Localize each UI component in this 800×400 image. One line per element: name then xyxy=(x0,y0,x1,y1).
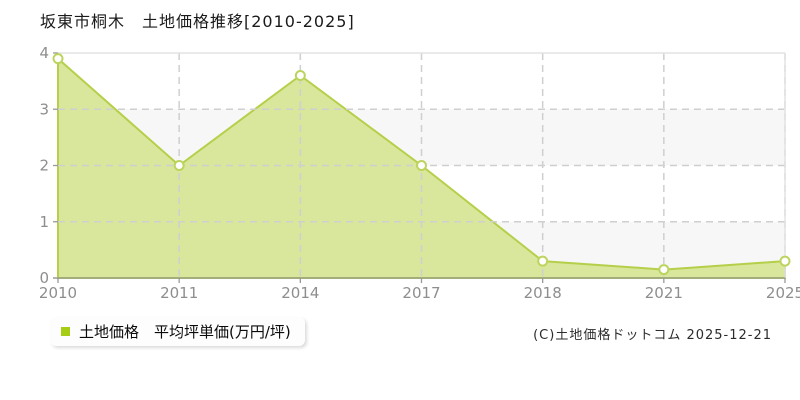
data-point-marker xyxy=(779,255,791,267)
legend-swatch-icon xyxy=(61,327,70,336)
data-point-marker xyxy=(294,70,306,81)
data-point-marker xyxy=(658,264,670,276)
x-tick-label: 2011 xyxy=(160,284,198,302)
x-tick-label: 2025 xyxy=(766,284,800,302)
y-tick-label: 0 xyxy=(39,269,49,287)
x-tick-label: 2021 xyxy=(645,284,683,302)
copyright-text: (C)土地価格ドットコム 2025-12-21 xyxy=(533,328,772,343)
x-tick-label: 2017 xyxy=(402,284,440,302)
y-tick-label: 4 xyxy=(39,44,49,62)
data-point-marker xyxy=(173,160,185,171)
legend: 土地価格 平均坪単価(万円/坪) xyxy=(50,317,305,346)
x-tick-label: 2014 xyxy=(281,284,319,302)
y-tick-label: 2 xyxy=(39,157,49,175)
data-point-marker xyxy=(537,255,549,267)
legend-label: 土地価格 平均坪単価(万円/坪) xyxy=(79,323,291,341)
x-tick-label: 2018 xyxy=(524,284,562,302)
y-tick-label: 1 xyxy=(39,213,49,231)
data-point-marker xyxy=(52,53,64,65)
chart-title: 坂東市桐木 土地価格推移[2010-2025] xyxy=(40,12,355,31)
data-point-marker xyxy=(416,160,427,171)
y-tick-label: 3 xyxy=(39,100,49,118)
chart-canvas: 0 1 2 3 4 2010 2011 2014 2017 2018 2021 2025 xyxy=(39,44,800,302)
x-tick-label: 2010 xyxy=(39,284,77,302)
